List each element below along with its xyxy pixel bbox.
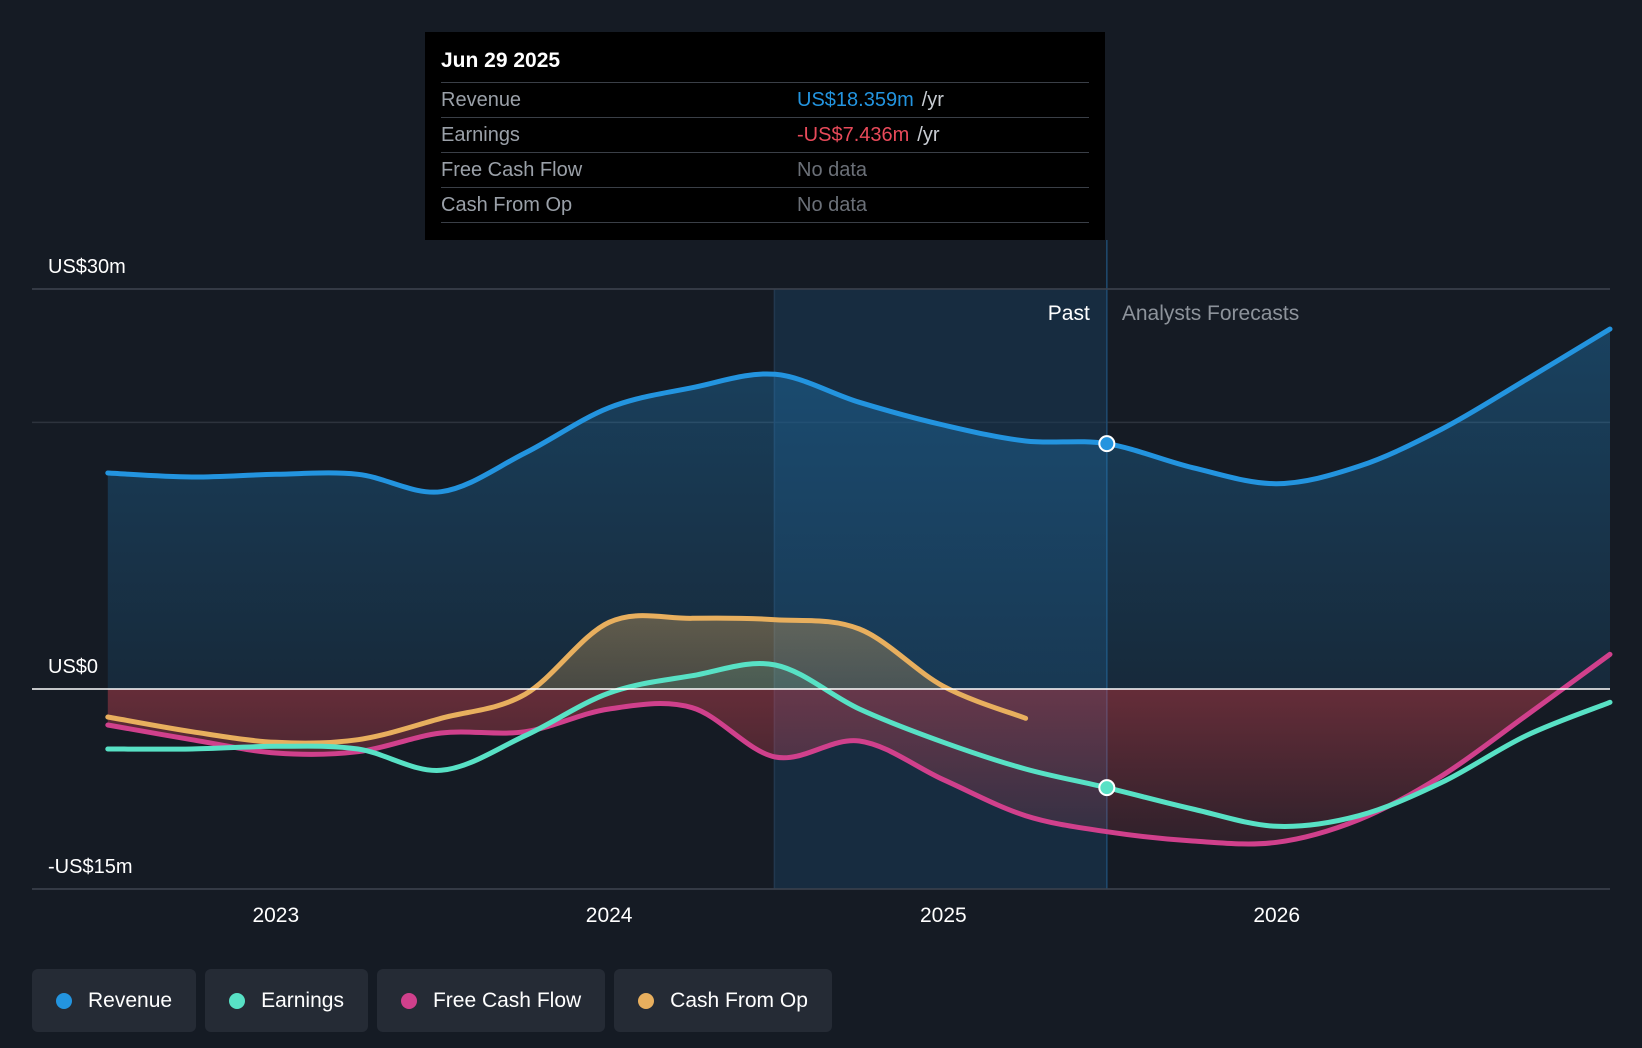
legend-item-revenue[interactable]: Revenue — [32, 969, 197, 1032]
y-axis-label: US$30m — [48, 256, 126, 278]
free-cash-flow-negative-area — [107, 689, 1610, 844]
tooltip-label: Free Cash Flow — [441, 158, 583, 181]
y-axis-label: US$0 — [48, 656, 98, 678]
x-tick-label: 2023 — [252, 904, 299, 927]
free-cash-flow-line — [105, 651, 1613, 847]
tooltip-row-earnings: Earnings -US$7.436m /yr — [441, 117, 1089, 152]
forecast-label: Analysts Forecasts — [1122, 302, 1299, 325]
revenue-line — [105, 326, 1613, 495]
legend-label: Free Cash Flow — [432, 988, 582, 1012]
cursor-markers — [1098, 435, 1116, 797]
legend-label: Earnings — [261, 988, 344, 1012]
revenue-area — [107, 329, 1610, 689]
tooltip-date: Jun 29 2025 — [441, 49, 561, 72]
past-label: Past — [1048, 302, 1090, 325]
tooltip-unit: /yr — [917, 123, 940, 146]
x-tick-label: 2025 — [920, 904, 967, 927]
cash-from-op-line — [105, 613, 1029, 746]
earnings-line — [105, 661, 1613, 829]
tooltip-value: US$18.359m — [797, 88, 914, 111]
earnings-marker — [1098, 779, 1116, 797]
tooltip: Jun 29 2025 Revenue US$18.359m /yr Earni… — [425, 32, 1105, 240]
axis-labels: US$30m US$0 -US$15m 2023 2024 2025 2026 Past Ana… — [32, 256, 1610, 927]
tooltip-row-revenue: Revenue US$18.359m /yr — [441, 82, 1089, 117]
legend-label: Cash From Op — [670, 988, 808, 1012]
tooltip-row-cash-from-op: Cash From Op No data — [441, 187, 1089, 223]
legend-label: Revenue — [88, 988, 173, 1012]
legend-dot-icon — [400, 992, 417, 1009]
legend-dot-icon — [638, 992, 655, 1009]
tooltip-unit: /yr — [921, 88, 944, 111]
y-axis-label: -US$15m — [48, 856, 132, 878]
legend-item-cash-from-op[interactable]: Cash From Op — [614, 969, 832, 1032]
tooltip-label: Cash From Op — [441, 193, 573, 216]
tooltip-value: -US$7.436m — [797, 123, 910, 146]
revenue-marker — [1098, 435, 1116, 453]
tooltip-row-free-cash-flow: Free Cash Flow No data — [441, 152, 1089, 187]
legend-dot-icon — [56, 992, 72, 1009]
legend: Revenue Earnings Free Cash Flow Cash Fro… — [32, 969, 832, 1032]
tooltip-label: Earnings — [441, 123, 520, 146]
legend-dot-icon — [229, 992, 246, 1009]
x-tick-label: 2024 — [586, 904, 633, 927]
tooltip-label: Revenue — [441, 88, 522, 111]
legend-item-earnings[interactable]: Earnings — [205, 969, 368, 1032]
x-tick-label: 2026 — [1253, 904, 1300, 927]
legend-item-free-cash-flow[interactable]: Free Cash Flow — [376, 969, 606, 1032]
tooltip-value: No data — [797, 158, 868, 181]
tooltip-value: No data — [797, 193, 868, 216]
series-lines — [105, 326, 1613, 847]
